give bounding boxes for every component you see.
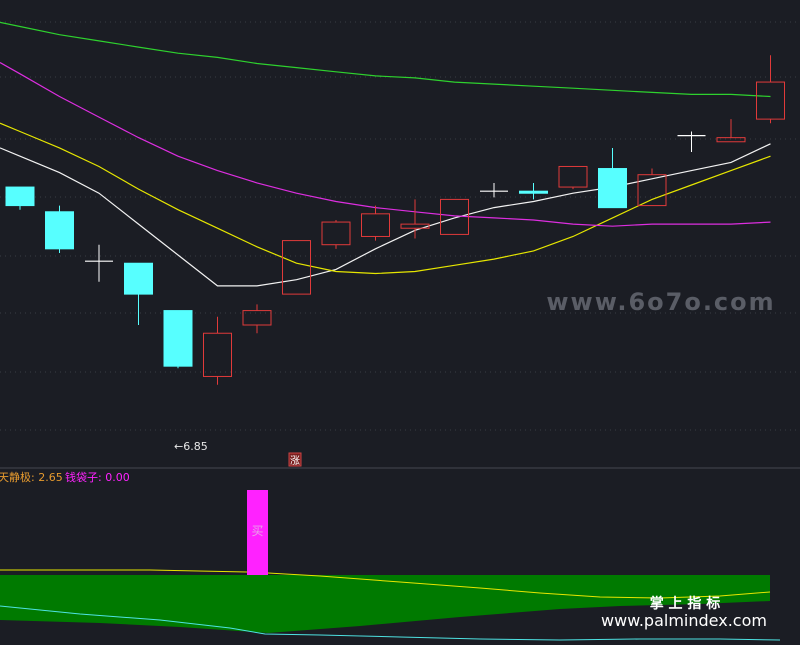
indicator-cyan-line bbox=[0, 605, 781, 641]
candle bbox=[45, 205, 74, 253]
candlesticks bbox=[5, 55, 785, 385]
candle-body bbox=[124, 262, 153, 295]
watermark-site: www.palmindex.com bbox=[601, 611, 767, 630]
candle bbox=[716, 119, 746, 143]
candle-body bbox=[440, 198, 469, 235]
watermark-center: www.6o7o.com bbox=[546, 288, 775, 316]
indicator-panel bbox=[0, 569, 781, 641]
candle bbox=[558, 165, 588, 190]
candle-body bbox=[163, 310, 193, 367]
candle-body bbox=[5, 186, 35, 207]
candle bbox=[203, 316, 232, 385]
candle bbox=[321, 220, 351, 249]
low-price-label: ←6.85 bbox=[174, 440, 208, 453]
candle bbox=[519, 182, 548, 200]
candle bbox=[361, 205, 390, 241]
legend-tianjingji: 天静极: 2.65 bbox=[0, 470, 63, 484]
indicator-yellow-line bbox=[0, 569, 771, 599]
legend-qiandaizi: 钱袋子: 0.00 bbox=[65, 470, 130, 484]
up-tag-glyph: 涨 bbox=[290, 455, 300, 467]
candle-body bbox=[45, 211, 74, 250]
candle-body bbox=[716, 137, 746, 143]
candle bbox=[480, 182, 508, 198]
candle bbox=[756, 55, 785, 124]
candle-body bbox=[321, 221, 351, 246]
candle-body bbox=[282, 240, 311, 295]
candle-body bbox=[756, 81, 785, 120]
candle-body bbox=[242, 310, 272, 326]
candle-body bbox=[558, 165, 588, 188]
buy-signal: 买 bbox=[247, 490, 268, 575]
candle bbox=[440, 198, 469, 235]
ma-line-1 bbox=[0, 122, 771, 275]
candle-body bbox=[519, 190, 548, 194]
ma-line-2 bbox=[0, 61, 771, 227]
candle bbox=[598, 147, 627, 209]
ma-line-3 bbox=[0, 21, 771, 98]
candle bbox=[85, 244, 113, 282]
candle bbox=[242, 304, 272, 334]
candle bbox=[5, 186, 35, 210]
candle bbox=[677, 131, 706, 153]
watermark-brand: 掌 上 指 标 bbox=[650, 595, 721, 612]
candle bbox=[400, 199, 430, 239]
indicator-legend: 天静极: 2.65 钱袋子: 0.00 bbox=[0, 470, 130, 484]
buy-signal-bar bbox=[247, 490, 268, 575]
candle bbox=[124, 262, 153, 325]
candle bbox=[637, 168, 667, 207]
grid-lines bbox=[0, 21, 800, 431]
candle-body bbox=[361, 213, 390, 237]
buy-signal-label: 买 bbox=[251, 524, 263, 538]
candle bbox=[282, 240, 311, 295]
ma-line-0 bbox=[0, 143, 771, 287]
indicator-fill-area bbox=[0, 575, 770, 633]
candle-body bbox=[400, 223, 430, 229]
candle bbox=[163, 310, 193, 369]
candle-body bbox=[637, 174, 667, 207]
up-tag: 涨 bbox=[288, 452, 302, 467]
candle-body bbox=[598, 168, 627, 209]
candle-body bbox=[203, 332, 232, 377]
moving-average-lines bbox=[0, 21, 771, 287]
